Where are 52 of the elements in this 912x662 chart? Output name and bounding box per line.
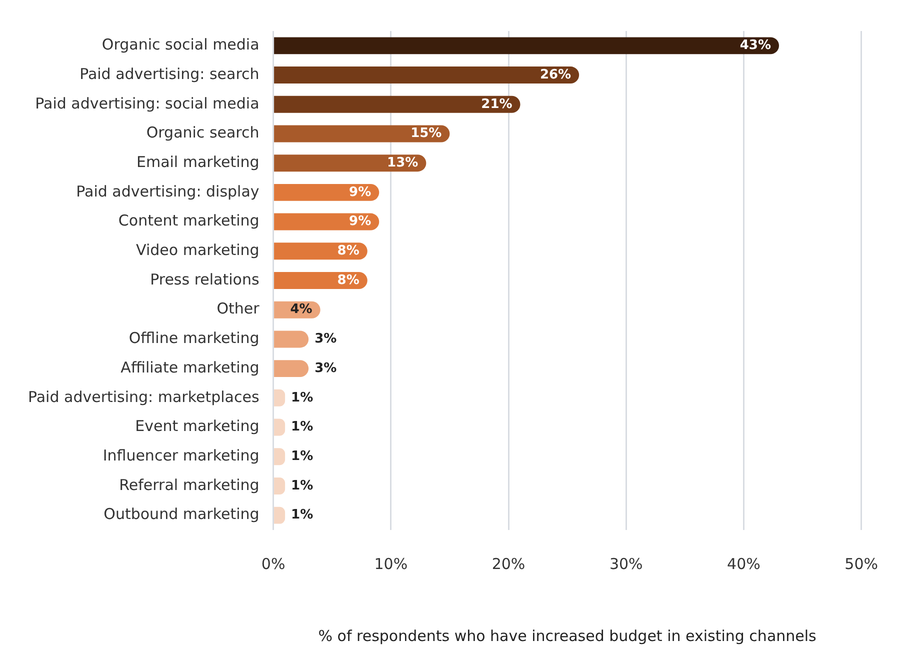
x-tick-label: 50% bbox=[844, 554, 878, 573]
bar bbox=[274, 37, 780, 54]
y-tick-label: Press relations bbox=[150, 270, 260, 288]
y-tick-label: Other bbox=[216, 300, 260, 318]
data-label: 1% bbox=[291, 478, 314, 494]
data-label: 26% bbox=[540, 67, 572, 82]
y-tick-label: Organic social media bbox=[102, 36, 260, 54]
x-tick-label: 40% bbox=[727, 554, 760, 573]
y-tick-label: Paid advertising: marketplaces bbox=[28, 388, 260, 406]
data-label: 8% bbox=[337, 272, 360, 288]
data-label: 8% bbox=[337, 244, 360, 259]
y-tick-label: Outbound marketing bbox=[104, 505, 260, 524]
y-tick-label: Paid advertising: social media bbox=[35, 94, 260, 112]
data-label: 15% bbox=[410, 126, 442, 142]
y-tick-label: Content marketing bbox=[118, 212, 260, 230]
data-label: 3% bbox=[314, 332, 337, 347]
y-tick-label: Paid advertising: display bbox=[76, 182, 260, 200]
bar bbox=[274, 360, 309, 378]
bar bbox=[274, 272, 368, 289]
y-tick-label: Referral marketing bbox=[119, 476, 260, 494]
data-label: 1% bbox=[291, 390, 314, 406]
bar bbox=[274, 213, 380, 230]
data-label: 3% bbox=[314, 360, 337, 376]
bar bbox=[274, 154, 426, 172]
x-tick-label: 0% bbox=[261, 554, 286, 573]
x-tick-label: 10% bbox=[374, 554, 408, 573]
data-label: 21% bbox=[481, 96, 512, 112]
y-tick-label: Affiliate marketing bbox=[120, 358, 260, 376]
data-label: 1% bbox=[291, 420, 314, 435]
y-tick-label: Organic search bbox=[146, 124, 260, 142]
bar bbox=[274, 184, 380, 201]
data-label: 1% bbox=[291, 448, 314, 464]
x-tick-label: 20% bbox=[492, 554, 526, 573]
x-tick-label: 30% bbox=[609, 554, 643, 573]
data-label: 43% bbox=[740, 38, 772, 54]
y-tick-label: Event marketing bbox=[135, 417, 260, 436]
data-label: 9% bbox=[349, 184, 372, 200]
bar bbox=[274, 96, 520, 113]
bar bbox=[274, 125, 450, 142]
data-label: 1% bbox=[291, 508, 314, 523]
y-tick-label: Influencer marketing bbox=[102, 446, 260, 465]
bar bbox=[274, 242, 368, 260]
y-tick-label: Paid advertising: search bbox=[80, 64, 260, 83]
y-tick-label: Email marketing bbox=[136, 152, 260, 171]
x-axis-title: % of respondents who have increased budget in existing channels bbox=[318, 626, 817, 645]
bar bbox=[274, 66, 580, 84]
y-tick-label: Video marketing bbox=[136, 241, 260, 260]
data-label: 9% bbox=[349, 214, 372, 230]
bar bbox=[274, 330, 309, 348]
data-label: 13% bbox=[387, 155, 418, 170]
y-tick-label: Offline marketing bbox=[128, 329, 260, 348]
data-label: 4% bbox=[290, 302, 312, 318]
